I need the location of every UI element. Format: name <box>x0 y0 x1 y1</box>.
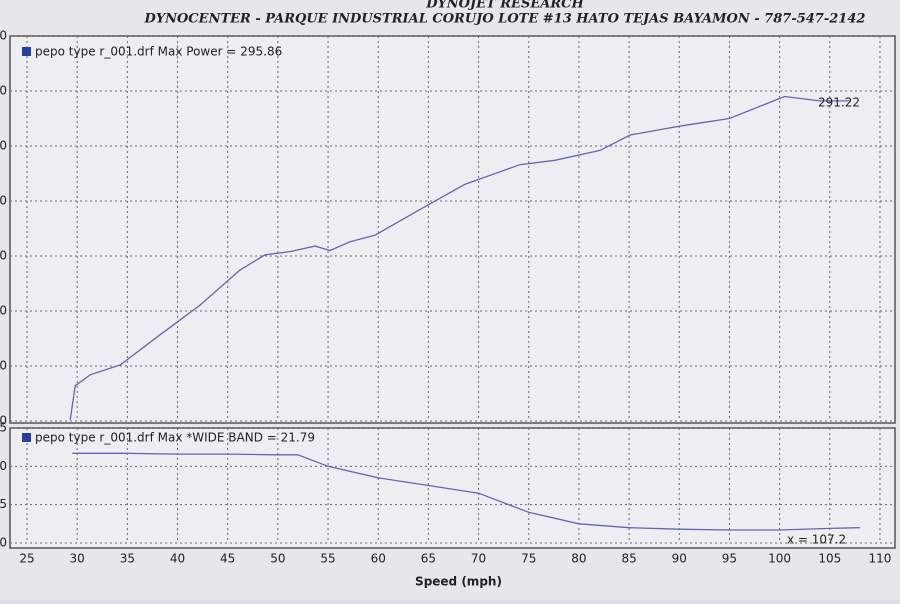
brand: DYNOJET RESEARCH <box>425 0 584 12</box>
x-tick-label: 95 <box>722 552 737 566</box>
x-tick-label: 30 <box>70 552 85 566</box>
annotation: 291.22 <box>818 96 860 110</box>
y-tick-label: 350 <box>0 29 7 43</box>
y-tick-label: 100 <box>0 304 7 318</box>
y-tick-label: 15 <box>0 497 7 511</box>
x-tick-label: 75 <box>521 552 536 566</box>
plot-area <box>9 35 896 424</box>
y-tick-label: 200 <box>0 194 7 208</box>
x-tick-label: 25 <box>19 552 34 566</box>
x-tick-label: 45 <box>220 552 235 566</box>
y-tick-label: 25 <box>0 421 7 435</box>
legend-label: pepo type r_001.drf Max *WIDE BAND = 21.… <box>35 431 315 445</box>
y-tick-label: 20 <box>0 459 7 473</box>
y-tick-label: 300 <box>0 84 7 98</box>
x-tick-label: 55 <box>320 552 335 566</box>
x-tick-label: 40 <box>170 552 185 566</box>
y-tick-label: 50 <box>0 359 7 373</box>
y-tick-label: 10 <box>0 536 7 550</box>
plot-area <box>9 427 896 549</box>
x-tick-label: 70 <box>471 552 486 566</box>
x-tick-label: 110 <box>869 552 892 566</box>
y-tick-label: 250 <box>0 139 7 153</box>
legend-label: pepo type r_001.drf Max Power = 295.86 <box>35 45 282 59</box>
x-tick-label: 60 <box>371 552 386 566</box>
header-title: DYNOCENTER - PARQUE INDUSTRIAL CORUJO LO… <box>144 12 866 27</box>
data-line <box>69 95 850 420</box>
x-tick-label: 65 <box>421 552 436 566</box>
x-tick-label: 85 <box>621 552 636 566</box>
x-tick-label: 90 <box>672 552 687 566</box>
y-tick-label: 0 <box>0 414 7 428</box>
y-tick-label: 150 <box>0 249 7 263</box>
x-axis-label: Speed (mph) <box>415 575 502 589</box>
x-tick-label: 105 <box>818 552 841 566</box>
legend-swatch <box>22 47 31 56</box>
x-tick-label: 100 <box>768 552 791 566</box>
x-tick-label: 80 <box>571 552 586 566</box>
x-tick-label: 35 <box>120 552 135 566</box>
x-tick-label: 50 <box>270 552 285 566</box>
legend-swatch <box>22 433 31 442</box>
annotation: x = 107.2 <box>787 533 846 547</box>
data-line <box>72 452 860 531</box>
